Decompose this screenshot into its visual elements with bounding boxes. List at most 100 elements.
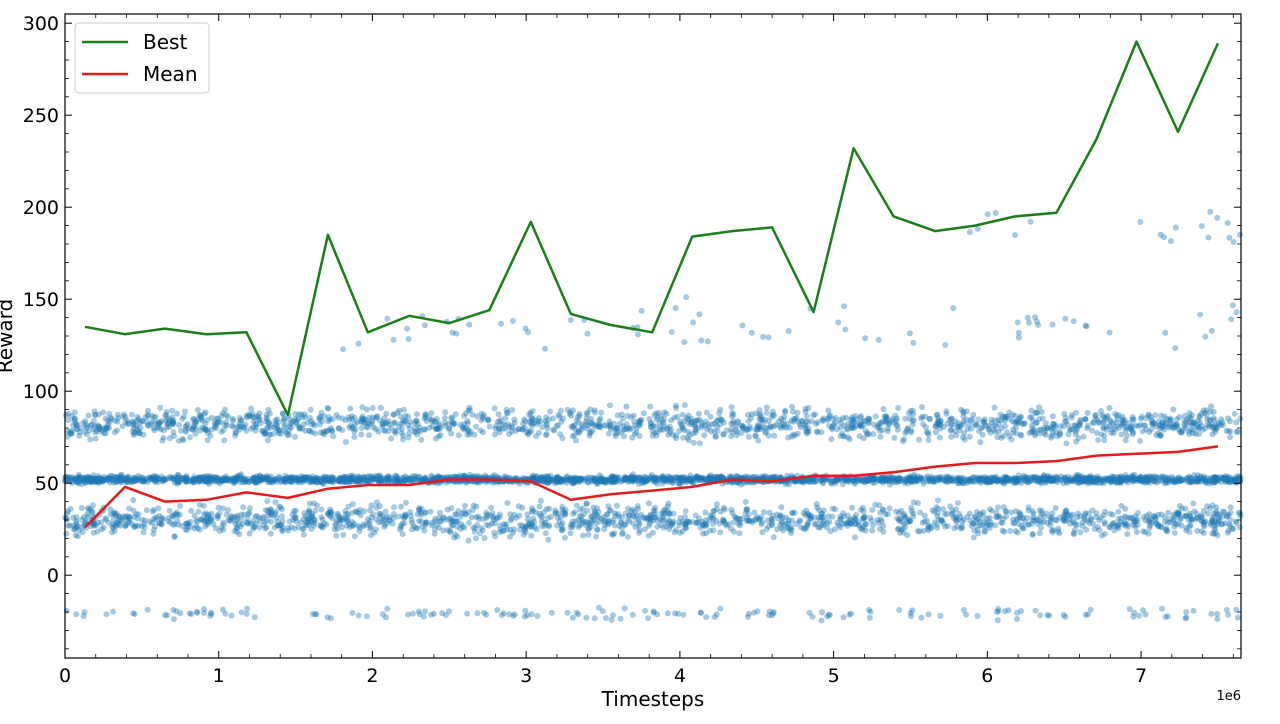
scatter-point <box>175 472 182 479</box>
scatter-point <box>841 433 848 440</box>
scatter-point <box>157 426 164 433</box>
scatter-point <box>114 418 121 425</box>
scatter-point <box>834 475 841 482</box>
scatter-point <box>1100 413 1107 420</box>
scatter-point <box>104 426 111 432</box>
scatter-point <box>323 428 330 435</box>
scatter-point <box>563 474 570 481</box>
scatter-point <box>1172 478 1178 485</box>
scatter-point <box>1108 477 1114 484</box>
scatter-point <box>623 421 630 428</box>
scatter-point <box>1042 426 1049 433</box>
scatter-point <box>156 420 163 427</box>
scatter-point <box>1119 413 1126 420</box>
scatter-point <box>1163 479 1170 486</box>
scatter-point <box>351 433 358 440</box>
scatter-point <box>306 427 312 434</box>
scatter-point <box>633 425 640 432</box>
scatter-point <box>471 431 478 438</box>
scatter-point <box>876 423 883 430</box>
scatter-point <box>491 405 498 412</box>
scatter-point <box>955 474 962 481</box>
scatter-point <box>573 417 580 424</box>
scatter-point <box>413 418 420 425</box>
scatter-point <box>293 419 299 426</box>
scatter-point <box>571 422 578 429</box>
scatter-point <box>777 423 784 430</box>
scatter-point <box>1160 419 1166 425</box>
scatter-point <box>1225 428 1232 435</box>
scatter-point <box>96 423 103 430</box>
scatter-point <box>1074 473 1081 480</box>
scatter-point <box>1188 476 1195 483</box>
scatter-point <box>391 428 398 435</box>
scatter-point <box>1170 425 1177 432</box>
scatter-point <box>1206 422 1213 429</box>
scatter-point <box>882 473 889 480</box>
scatter-point <box>814 429 821 436</box>
scatter-point <box>326 416 333 423</box>
scatter-point <box>1136 475 1143 482</box>
scatter-point <box>986 506 993 513</box>
scatter-point <box>1206 423 1213 430</box>
scatter-point <box>98 428 105 435</box>
scatter-point <box>910 478 917 485</box>
scatter-point <box>596 417 603 424</box>
scatter-point <box>201 426 208 433</box>
scatter-point <box>997 417 1004 424</box>
scatter-point <box>1173 416 1180 423</box>
scatter-point <box>256 417 263 423</box>
scatter-point <box>652 478 659 485</box>
scatter-point <box>170 433 177 440</box>
scatter-point <box>720 431 727 437</box>
scatter-point <box>105 475 112 482</box>
scatter-point <box>279 410 286 417</box>
scatter-point <box>207 432 214 439</box>
scatter-point <box>501 421 508 428</box>
scatter-point <box>91 408 98 415</box>
scatter-point <box>83 425 90 432</box>
scatter-point <box>1056 432 1063 439</box>
scatter-point <box>979 431 986 438</box>
scatter-point <box>685 416 692 423</box>
scatter-point <box>380 421 387 428</box>
scatter-point <box>587 406 594 413</box>
scatter-point <box>618 411 625 418</box>
scatter-point <box>886 477 893 484</box>
scatter-point <box>706 473 713 480</box>
scatter-point <box>692 419 699 425</box>
scatter-point <box>956 427 963 434</box>
scatter-point <box>921 475 928 482</box>
scatter-point <box>308 421 315 428</box>
scatter-point <box>1052 421 1059 428</box>
scatter-point <box>85 412 92 419</box>
scatter-point <box>70 422 77 429</box>
scatter-point <box>661 415 667 422</box>
scatter-point <box>464 418 471 424</box>
scatter-point <box>1227 479 1234 486</box>
scatter-point <box>1000 433 1007 439</box>
scatter-point <box>856 433 863 440</box>
scatter-point <box>261 475 268 482</box>
scatter-point <box>665 474 671 481</box>
scatter-point <box>1131 477 1138 484</box>
scatter-point <box>245 520 252 527</box>
scatter-point <box>991 422 998 429</box>
scatter-point <box>765 418 772 425</box>
scatter-point <box>1212 426 1219 433</box>
scatter-point <box>1094 416 1101 423</box>
scatter-point <box>122 419 129 426</box>
scatter-point <box>673 405 679 411</box>
scatter-point <box>1175 426 1182 433</box>
scatter-point <box>150 414 157 421</box>
scatter-point <box>692 422 699 429</box>
scatter-point <box>733 423 739 430</box>
scatter-point <box>1060 423 1067 430</box>
scatter-point <box>290 418 297 424</box>
scatter-point <box>405 413 412 420</box>
scatter-point <box>360 418 367 425</box>
scatter-point <box>576 477 583 484</box>
scatter-point <box>1033 419 1040 426</box>
scatter-point <box>1113 423 1120 430</box>
